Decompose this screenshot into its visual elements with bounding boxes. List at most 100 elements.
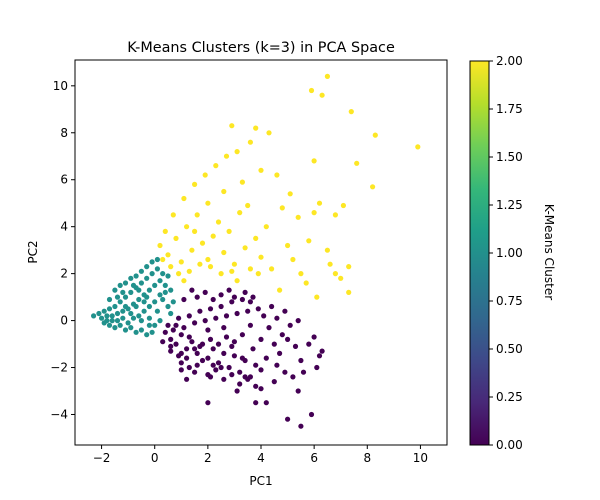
cluster-0-point (290, 374, 296, 380)
cluster-1-point (144, 264, 150, 270)
cluster-1-point (125, 320, 131, 326)
cluster-0-point (247, 322, 253, 328)
cluster-2-point (184, 224, 190, 230)
cluster-0-point (300, 369, 307, 375)
cluster-1-point (128, 325, 134, 331)
cluster-0-point (253, 383, 259, 389)
cluster-2-point (348, 109, 354, 115)
cluster-2-point (290, 256, 296, 263)
cluster-0-point (261, 313, 267, 319)
cluster-1-point (144, 332, 150, 338)
cluster-1-point (152, 282, 158, 288)
cluster-1-point (101, 308, 107, 314)
cluster-1-point (114, 318, 121, 324)
cluster-2-point (324, 247, 330, 253)
x-tick-label: 8 (363, 451, 371, 465)
plot-area: −2 0 2 4 6 8 10 −4 −2 0 2 4 6 8 10 (50, 59, 448, 465)
cluster-2-point (223, 153, 230, 159)
cluster-2-point (314, 294, 320, 300)
cluster-2-point (372, 132, 378, 138)
cluster-0-point (245, 308, 251, 314)
x-tick-label: 4 (257, 451, 265, 465)
cluster-0-point (258, 367, 264, 373)
cluster-0-point (229, 372, 235, 378)
cluster-0-point (285, 416, 291, 422)
x-tick-label: −2 (93, 451, 111, 465)
cluster-2-point (415, 144, 421, 150)
cluster-2-point (311, 210, 317, 216)
colorbar-tick-label: 0.50 (496, 342, 523, 356)
cluster-2-point (237, 210, 243, 216)
cluster-0-point (226, 287, 232, 293)
cluster-0-point (210, 346, 216, 352)
cluster-2-point (221, 188, 227, 195)
cluster-1-point (141, 308, 147, 314)
x-axis-label: PC1 (249, 474, 272, 488)
cluster-2-point (295, 214, 301, 220)
cluster-0-point (186, 364, 192, 371)
cluster-1-point (128, 289, 134, 295)
cluster-2-point (332, 212, 338, 218)
x-axis-ticks: −2 0 2 4 6 8 10 (93, 445, 428, 465)
cluster-0-point (194, 350, 200, 356)
cluster-0-point (199, 357, 206, 364)
cluster-0-point (202, 318, 208, 324)
cluster-2-point (210, 233, 216, 239)
cluster-0-point (298, 357, 304, 364)
cluster-1-point (112, 287, 118, 293)
cluster-1-points (91, 256, 176, 338)
cluster-2-point (213, 163, 219, 169)
cluster-1-point (165, 273, 171, 279)
cluster-2-point (303, 280, 309, 286)
cluster-0-point (218, 303, 224, 310)
cluster-0-point (162, 329, 168, 335)
cluster-2-point (162, 228, 168, 234)
colorbar: 0.00 0.25 0.50 0.75 1.00 1.25 1.50 1.75 2.00 (469, 54, 523, 452)
cluster-0-point (234, 388, 240, 394)
cluster-0-point (192, 369, 198, 375)
cluster-1-point (104, 318, 110, 324)
cluster-0-point (242, 374, 248, 380)
colorbar-tick-label: 1.25 (496, 198, 523, 212)
cluster-0-point (210, 296, 216, 303)
cluster-1-point (120, 308, 126, 314)
cluster-1-point (146, 322, 152, 328)
cluster-1-point (106, 296, 113, 303)
cluster-0-point (173, 322, 179, 328)
cluster-1-point (162, 289, 168, 295)
cluster-1-point (146, 303, 152, 310)
cluster-0-point (215, 360, 222, 366)
cluster-0-point (168, 343, 174, 349)
cluster-0-point (247, 299, 253, 305)
cluster-0-point (295, 388, 301, 394)
cluster-2-point (263, 224, 269, 230)
cluster-0-point (184, 346, 190, 352)
cluster-2-point (226, 228, 232, 234)
cluster-1-point (114, 310, 121, 317)
cluster-0-point (239, 355, 245, 361)
cluster-1-point (120, 315, 126, 321)
cluster-0-point (207, 374, 214, 380)
cluster-0-point (266, 325, 272, 331)
cluster-0-point (178, 367, 184, 373)
cluster-1-point (168, 310, 174, 317)
cluster-2-point (229, 268, 235, 274)
cluster-2-point (279, 205, 285, 211)
cluster-0-point (192, 320, 198, 326)
y-tick-label: 0 (60, 314, 68, 328)
cluster-0-point (184, 355, 190, 361)
x-tick-label: 10 (413, 451, 428, 465)
cluster-1-point (138, 327, 144, 333)
cluster-0-point (221, 376, 227, 382)
y-tick-label: 4 (60, 220, 68, 234)
cluster-1-point (117, 299, 123, 305)
cluster-2-point (324, 73, 330, 79)
cluster-2-point (215, 219, 222, 225)
colorbar-tick-label: 1.50 (496, 150, 523, 164)
cluster-1-point (112, 303, 118, 310)
cluster-0-point (205, 327, 211, 333)
cluster-2-point (157, 242, 163, 249)
colorbar-tick-label: 0.75 (496, 294, 523, 308)
